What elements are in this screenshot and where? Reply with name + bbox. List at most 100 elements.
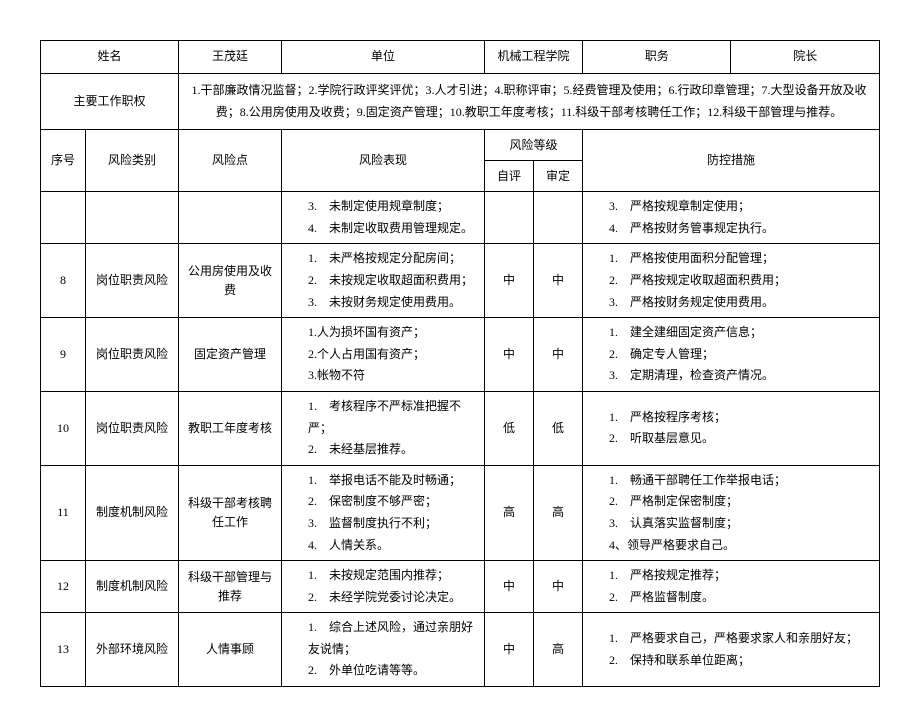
list-item: 1. 严格要求自己，严格要求家人和亲朋好友；	[609, 628, 873, 650]
col-category: 风险类别	[86, 130, 179, 192]
list-item: 1.人为损坏国有资产；	[308, 322, 478, 344]
col-measures: 防控措施	[583, 130, 880, 192]
header-row-1: 姓名 王茂廷 单位 机械工程学院 职务 院长	[41, 41, 880, 74]
list-item: 3. 未按财务规定使用费用。	[308, 292, 478, 314]
cell-category: 制度机制风险	[86, 561, 179, 613]
list-item: 4. 人情关系。	[308, 535, 478, 557]
table-row: 9岗位职责风险固定资产管理1.人为损坏国有资产；2.个人占用国有资产；3.帐物不…	[41, 318, 880, 392]
cell-seq: 13	[41, 613, 86, 687]
cell-review: 中	[534, 318, 583, 392]
cell-performance: 1. 考核程序不严标准把握不严；2. 未经基层推荐。	[282, 391, 485, 465]
cell-category: 制度机制风险	[86, 465, 179, 560]
cell-seq: 12	[41, 561, 86, 613]
list-item: 2. 听取基层意见。	[609, 428, 873, 450]
cell-performance: 1. 未按规定范围内推荐；2. 未经学院党委讨论决定。	[282, 561, 485, 613]
list-item: 1. 建全建细固定资产信息；	[609, 322, 873, 344]
cell-self	[485, 192, 534, 244]
cell-point: 人情事顾	[179, 613, 282, 687]
cell-seq: 8	[41, 244, 86, 318]
list-item: 3. 严格按财务规定使用费用。	[609, 292, 873, 314]
cell-measures: 3. 严格按规章制定使用；4. 严格按财务管事规定执行。	[583, 192, 880, 244]
cell-self: 中	[485, 613, 534, 687]
list-item: 4. 未制定收取费用管理规定。	[308, 218, 478, 240]
col-self: 自评	[485, 161, 534, 192]
duties-label: 主要工作职权	[41, 74, 179, 130]
col-performance: 风险表现	[282, 130, 485, 192]
list-item: 2. 未经基层推荐。	[308, 439, 478, 461]
cell-seq: 11	[41, 465, 86, 560]
cell-point: 固定资产管理	[179, 318, 282, 392]
list-item: 2. 确定专人管理；	[609, 344, 873, 366]
list-item: 1. 考核程序不严标准把握不严；	[308, 396, 478, 439]
cell-review: 中	[534, 244, 583, 318]
cell-category: 岗位职责风险	[86, 318, 179, 392]
col-point: 风险点	[179, 130, 282, 192]
cell-review: 高	[534, 613, 583, 687]
unit-label: 单位	[282, 41, 485, 74]
cell-point	[179, 192, 282, 244]
col-seq: 序号	[41, 130, 86, 192]
table-row: 11制度机制风险科级干部考核聘任工作1. 举报电话不能及时畅通；2. 保密制度不…	[41, 465, 880, 560]
list-item: 3. 定期清理，检查资产情况。	[609, 365, 873, 387]
list-item: 2. 未经学院党委讨论决定。	[308, 587, 478, 609]
list-item: 1. 严格按程序考核；	[609, 407, 873, 429]
column-header-row-1: 序号 风险类别 风险点 风险表现 风险等级 防控措施	[41, 130, 880, 161]
risk-table: 姓名 王茂廷 单位 机械工程学院 职务 院长 主要工作职权 1.干部廉政情况监督…	[40, 40, 880, 687]
cell-review: 低	[534, 391, 583, 465]
cell-point: 科级干部考核聘任工作	[179, 465, 282, 560]
list-item: 2. 外单位吃请等等。	[308, 660, 478, 682]
cell-measures: 1. 严格按规定推荐；2. 严格监督制度。	[583, 561, 880, 613]
col-level: 风险等级	[485, 130, 583, 161]
position-value: 院长	[731, 41, 880, 74]
cell-category: 外部环境风险	[86, 613, 179, 687]
cell-measures: 1. 严格要求自己，严格要求家人和亲朋好友；2. 保持和联系单位距离；	[583, 613, 880, 687]
cell-performance: 1.人为损坏国有资产；2.个人占用国有资产；3.帐物不符	[282, 318, 485, 392]
cell-point: 科级干部管理与推荐	[179, 561, 282, 613]
cell-performance: 1. 未严格按规定分配房间；2. 未按规定收取超面积费用；3. 未按财务规定使用…	[282, 244, 485, 318]
list-item: 3. 监督制度执行不利；	[308, 513, 478, 535]
position-label: 职务	[583, 41, 731, 74]
cell-point: 公用房使用及收费	[179, 244, 282, 318]
cell-measures: 1. 建全建细固定资产信息；2. 确定专人管理；3. 定期清理，检查资产情况。	[583, 318, 880, 392]
cell-seq: 10	[41, 391, 86, 465]
cell-review	[534, 192, 583, 244]
cell-seq	[41, 192, 86, 244]
header-row-2: 主要工作职权 1.干部廉政情况监督；2.学院行政评奖评优；3.人才引进；4.职称…	[41, 74, 880, 130]
cell-category	[86, 192, 179, 244]
duties-value: 1.干部廉政情况监督；2.学院行政评奖评优；3.人才引进；4.职称评审；5.经费…	[179, 74, 880, 130]
table-row: 13外部环境风险人情事顾1. 综合上述风险，通过亲朋好友说情；2. 外单位吃请等…	[41, 613, 880, 687]
list-item: 2. 保密制度不够严密；	[308, 491, 478, 513]
cell-performance: 1. 综合上述风险，通过亲朋好友说情；2. 外单位吃请等等。	[282, 613, 485, 687]
cell-performance: 3. 未制定使用规章制度；4. 未制定收取费用管理规定。	[282, 192, 485, 244]
list-item: 2. 严格制定保密制度；	[609, 491, 873, 513]
table-row: 3. 未制定使用规章制度；4. 未制定收取费用管理规定。 3. 严格按规章制定使用…	[41, 192, 880, 244]
list-item: 1. 综合上述风险，通过亲朋好友说情；	[308, 617, 478, 660]
cell-category: 岗位职责风险	[86, 244, 179, 318]
list-item: 3.帐物不符	[308, 365, 478, 387]
cell-self: 中	[485, 318, 534, 392]
cell-measures: 1. 严格按程序考核；2. 听取基层意见。	[583, 391, 880, 465]
list-item: 4. 严格按财务管事规定执行。	[609, 218, 873, 240]
list-item: 1. 严格按规定推荐；	[609, 565, 873, 587]
cell-review: 高	[534, 465, 583, 560]
list-item: 2. 保持和联系单位距离；	[609, 650, 873, 672]
list-item: 2.个人占用国有资产；	[308, 344, 478, 366]
cell-seq: 9	[41, 318, 86, 392]
cell-performance: 1. 举报电话不能及时畅通；2. 保密制度不够严密；3. 监督制度执行不利；4.…	[282, 465, 485, 560]
cell-measures: 1. 畅通干部聘任工作举报电话；2. 严格制定保密制度；3. 认真落实监督制度；…	[583, 465, 880, 560]
cell-category: 岗位职责风险	[86, 391, 179, 465]
list-item: 2. 严格按规定收取超面积费用；	[609, 270, 873, 292]
list-item: 4、领导严格要求自己。	[609, 535, 873, 557]
table-row: 10岗位职责风险教职工年度考核1. 考核程序不严标准把握不严；2. 未经基层推荐…	[41, 391, 880, 465]
table-row: 8岗位职责风险公用房使用及收费1. 未严格按规定分配房间；2. 未按规定收取超面…	[41, 244, 880, 318]
cell-review: 中	[534, 561, 583, 613]
name-label: 姓名	[41, 41, 179, 74]
name-value: 王茂廷	[179, 41, 282, 74]
list-item: 1. 严格按使用面积分配管理；	[609, 248, 873, 270]
list-item: 2. 未按规定收取超面积费用；	[308, 270, 478, 292]
list-item: 1. 未严格按规定分配房间；	[308, 248, 478, 270]
col-review: 审定	[534, 161, 583, 192]
list-item: 3. 认真落实监督制度；	[609, 513, 873, 535]
table-row: 12制度机制风险科级干部管理与推荐1. 未按规定范围内推荐；2. 未经学院党委讨…	[41, 561, 880, 613]
list-item: 1. 举报电话不能及时畅通；	[308, 470, 478, 492]
